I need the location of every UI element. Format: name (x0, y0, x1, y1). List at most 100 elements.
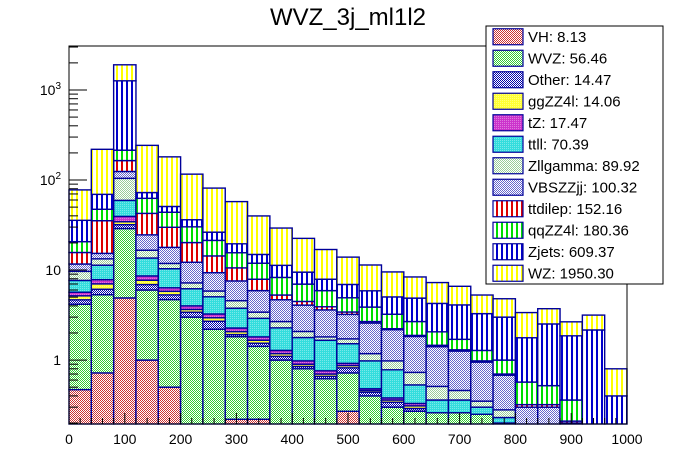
bar-zjets (135, 191, 159, 200)
bar-zjets (492, 316, 517, 361)
legend-swatch (492, 264, 524, 282)
legend-label: ggZZ4l: 14.06 (528, 93, 621, 110)
bar-wz (380, 271, 405, 298)
bar-zllgamma (157, 262, 182, 270)
bar-vbszzjj (269, 299, 293, 323)
legend-entry: Zjets: 609.37 (492, 243, 615, 261)
bar-qqzz4l (336, 297, 360, 313)
x-tick-label: 200 (169, 431, 193, 447)
bar-wz (313, 248, 338, 280)
bar-ttll (358, 360, 383, 390)
bar-ttll (269, 327, 293, 352)
bar-wvz (112, 227, 137, 299)
series-qqzz4l (68, 149, 584, 422)
bar-wz (336, 256, 360, 286)
bar-other (157, 294, 182, 301)
bar-qqzz4l (470, 349, 494, 362)
bar-wvz (246, 345, 271, 420)
legend-label: Zllgamma: 89.92 (528, 158, 640, 175)
x-tick-label: 500 (336, 431, 360, 447)
bar-vbszzjj (112, 170, 137, 180)
x-tick-label: 0 (65, 431, 73, 447)
bar-vbszzjj (90, 252, 115, 260)
bar-wz (447, 285, 472, 306)
bar-wz (291, 237, 316, 273)
legend-label: WZ: 1950.30 (528, 265, 614, 282)
bar-ttll (425, 399, 450, 414)
bar-wz (112, 64, 137, 82)
bar-ttll (447, 399, 472, 414)
bar-vbszzjj (492, 374, 517, 411)
bar-ttdilep (269, 294, 293, 301)
legend-label: qqZZ4l: 180.36 (528, 222, 629, 239)
bar-ttll (112, 199, 137, 218)
x-tick-label: 400 (281, 431, 305, 447)
bar-vbszzjj (380, 328, 405, 362)
bar-wvz (313, 378, 338, 425)
bar-other (179, 311, 204, 318)
bar-wvz (157, 298, 182, 388)
bar-ttll (403, 384, 427, 405)
bar-qqzz4l (202, 239, 226, 257)
legend-label: tZ: 17.47 (528, 115, 587, 132)
y-tick-label: 1 (53, 352, 61, 368)
bar-zllgamma (224, 299, 249, 309)
bar-ttdilep (90, 220, 115, 255)
x-tick-label: 1000 (611, 431, 642, 447)
bar-other (336, 367, 360, 374)
bar-zjets (202, 231, 226, 242)
legend-swatch (492, 92, 524, 110)
bar-ttll (157, 268, 182, 289)
legend-label: Other: 14.47 (528, 72, 611, 89)
bar-zjets (403, 297, 427, 323)
bar-zjets (581, 329, 606, 425)
legend-label: VH: 8.13 (528, 29, 586, 46)
bar-zjets (313, 278, 338, 292)
bar-zllgamma (447, 389, 472, 401)
legend-swatch (492, 71, 524, 89)
bar-wz (425, 281, 450, 305)
bar-ttll (179, 288, 204, 307)
bar-wvz (269, 359, 293, 425)
legend-label: WVZ: 56.46 (528, 50, 607, 67)
bar-qqzz4l (403, 320, 427, 337)
bar-qqzz4l (246, 262, 271, 280)
bar-zllgamma (358, 352, 383, 362)
bar-vbszzjj (403, 335, 427, 374)
bar-zllgamma (135, 249, 159, 259)
bar-tz (112, 215, 137, 223)
bar-wz (135, 144, 159, 194)
bar-vbszzjj (224, 280, 249, 302)
bar-qqzz4l (224, 252, 249, 269)
legend-swatch (492, 28, 524, 46)
bar-zllgamma (269, 320, 293, 329)
x-tick-label: 800 (504, 431, 528, 447)
y-tick-label: 103 (40, 81, 62, 98)
bar-wz (202, 187, 226, 233)
bar-wz (90, 148, 115, 196)
bar-vbszzjj (291, 304, 316, 333)
bar-ttdilep (246, 278, 271, 292)
bar-zjets (291, 271, 316, 285)
bar-zjets (224, 243, 249, 254)
bar-wvz (336, 372, 360, 412)
bar-zllgamma (112, 177, 137, 202)
bar-qqzz4l (269, 276, 293, 296)
legend-entry: VBSZZjj: 100.32 (492, 178, 637, 196)
bar-zjets (380, 296, 405, 315)
bar-ttdilep (112, 159, 137, 173)
series-zjets (68, 80, 628, 425)
legend-swatch (492, 157, 524, 175)
legend-box (485, 25, 664, 285)
bar-vbszzjj (135, 234, 159, 251)
bar-zllgamma (336, 338, 360, 345)
y-axis: 1 10 102 103 (40, 46, 87, 424)
bar-wz (179, 173, 204, 221)
bar-qqzz4l (90, 208, 115, 222)
bar-zjets (112, 80, 137, 151)
chart-title: WVZ_3j_ml1l2 (269, 4, 427, 31)
bar-qqzz4l (537, 384, 561, 406)
bar-vbszzjj (246, 289, 271, 313)
bar-vbszzjj (202, 271, 226, 292)
bar-zllgamma (380, 360, 405, 371)
